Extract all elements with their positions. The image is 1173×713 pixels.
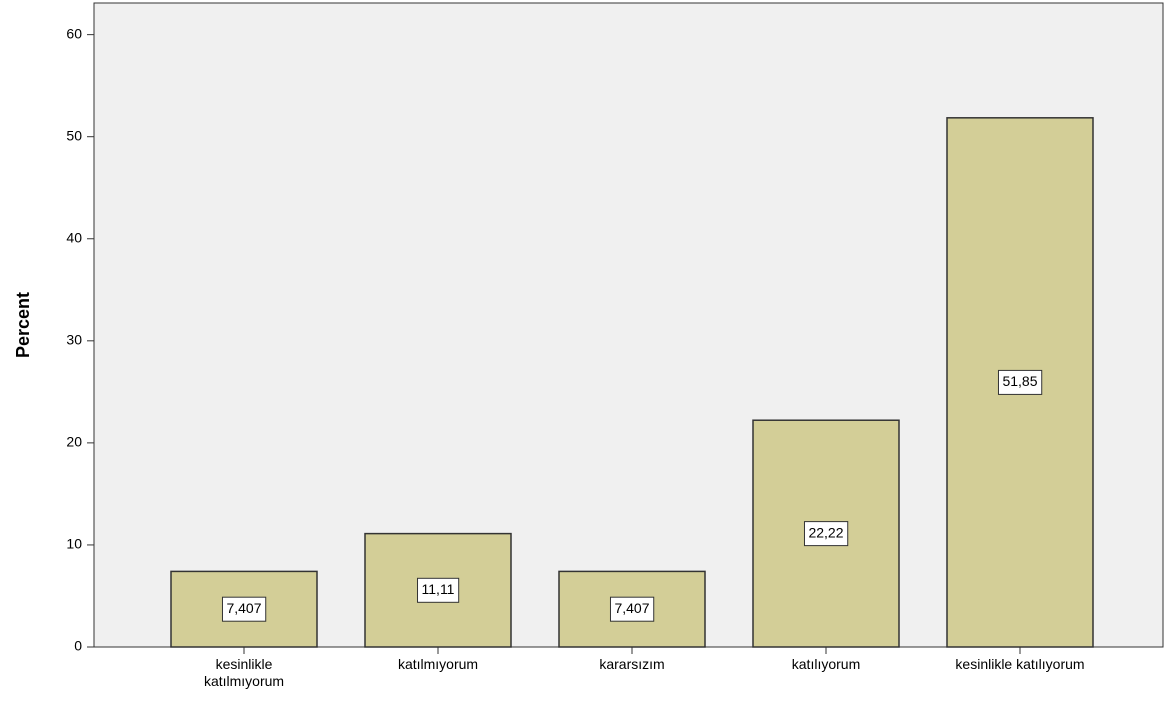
value-label: 7,407	[226, 600, 261, 616]
y-tick-label: 60	[66, 25, 82, 41]
value-label-box	[609, 596, 655, 622]
y-tick-label: 40	[66, 229, 82, 245]
x-tick-label: kararsızım	[599, 656, 665, 672]
value-label-box	[417, 577, 460, 603]
x-tick-label: katılmıyorum	[397, 656, 479, 672]
value-label: 11,11	[422, 581, 455, 597]
x-tick-label: katılıyorum	[791, 656, 861, 672]
value-label: 7,407	[614, 600, 649, 616]
value-label: 22,22	[808, 524, 843, 540]
y-tick-label: 20	[66, 434, 82, 450]
value-label-box	[803, 521, 849, 547]
y-tick-label: 0	[74, 638, 82, 654]
y-tick-label: 10	[66, 536, 82, 552]
value-label: 51,85	[1002, 373, 1037, 389]
y-tick-label: 30	[66, 332, 82, 348]
y-axis-label: Percent	[13, 292, 33, 358]
value-label-box	[221, 596, 267, 622]
y-tick-label: 50	[66, 127, 82, 143]
value-label-box	[997, 369, 1043, 395]
x-tick-label: kesinlikle katılmıyorum	[203, 656, 285, 689]
x-tick-label: kesinlikle katılıyorum	[955, 656, 1085, 672]
